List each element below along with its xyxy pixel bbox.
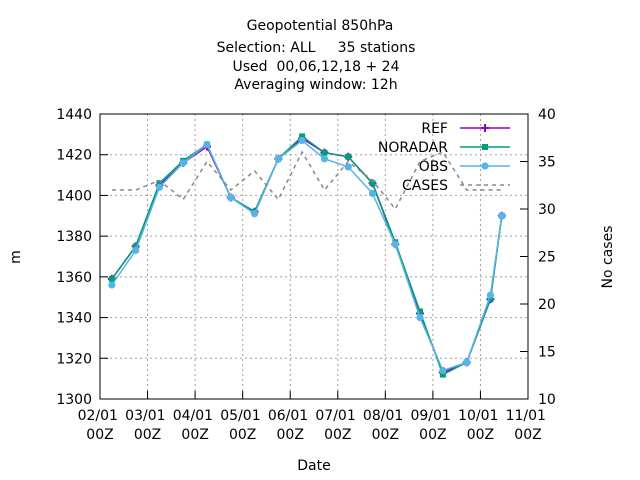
marker bbox=[486, 291, 495, 299]
y2-tick-label: 15 bbox=[538, 345, 556, 361]
marker bbox=[179, 159, 187, 167]
marker bbox=[321, 149, 328, 156]
x-tick-label: 08/01 00Z bbox=[363, 408, 408, 443]
y2-tick-label: 35 bbox=[538, 155, 556, 171]
marker bbox=[498, 212, 506, 220]
x-tick-label: 04/01 00Z bbox=[173, 408, 218, 443]
y-tick-label: 1440 bbox=[56, 107, 92, 123]
y-tick-label: 1420 bbox=[56, 148, 92, 164]
legend-label: NORADAR bbox=[378, 140, 448, 156]
marker bbox=[368, 189, 377, 197]
marker bbox=[132, 246, 140, 254]
legend-label: CASES bbox=[402, 178, 448, 194]
x-tick-label: 03/01 00Z bbox=[125, 408, 170, 443]
y-tick-label: 1340 bbox=[56, 311, 92, 327]
marker bbox=[439, 366, 447, 375]
legend-label: OBS bbox=[419, 159, 448, 175]
y-tick-label: 1300 bbox=[56, 392, 92, 408]
marker bbox=[417, 308, 424, 315]
marker bbox=[345, 153, 352, 160]
x-tick-label: 06/01 00Z bbox=[268, 408, 313, 443]
marker bbox=[299, 133, 306, 140]
y-axis-label: m bbox=[8, 250, 24, 264]
marker bbox=[391, 240, 399, 248]
chart-subtitle: Averaging window: 12h bbox=[234, 77, 397, 93]
marker bbox=[344, 163, 352, 171]
x-tick-label: 11/01 00Z bbox=[506, 408, 551, 443]
chart-subtitle: Selection: ALL 35 stations bbox=[217, 40, 416, 56]
marker bbox=[227, 193, 235, 202]
x-axis-label: Date bbox=[297, 458, 330, 474]
marker bbox=[416, 313, 424, 322]
y-tick-label: 1400 bbox=[56, 188, 92, 204]
marker bbox=[439, 371, 446, 378]
chart-subtitle: Used 00,06,12,18 + 24 bbox=[233, 59, 400, 75]
x-tick-label: 05/01 00Z bbox=[220, 408, 265, 443]
y-tick-label: 1380 bbox=[56, 229, 92, 245]
legend-label: REF bbox=[421, 121, 448, 137]
y2-tick-label: 20 bbox=[538, 297, 556, 313]
marker bbox=[320, 155, 329, 163]
marker bbox=[274, 155, 282, 163]
marker bbox=[132, 243, 139, 250]
series-line bbox=[111, 135, 503, 376]
marker bbox=[369, 180, 376, 187]
y2-tick-label: 30 bbox=[538, 202, 556, 218]
marker bbox=[156, 180, 163, 187]
marker bbox=[463, 358, 471, 366]
marker bbox=[108, 281, 116, 289]
x-tick-label: 09/01 00Z bbox=[410, 408, 455, 443]
marker bbox=[203, 140, 211, 149]
marker bbox=[481, 162, 489, 170]
series-line bbox=[111, 139, 503, 372]
marker bbox=[298, 136, 306, 145]
y-tick-label: 1360 bbox=[56, 270, 92, 286]
y2-axis-label: No cases bbox=[600, 226, 616, 289]
y2-tick-label: 25 bbox=[538, 250, 556, 266]
y2-tick-label: 10 bbox=[538, 392, 556, 408]
x-tick-label: 10/01 00Z bbox=[458, 408, 503, 443]
marker bbox=[487, 296, 494, 303]
chart-title: Geopotential 850hPa bbox=[247, 18, 394, 34]
x-tick-label: 02/01 00Z bbox=[78, 408, 123, 443]
marker bbox=[108, 275, 115, 282]
series-line bbox=[111, 150, 502, 211]
marker bbox=[481, 124, 489, 132]
marker bbox=[250, 210, 259, 218]
x-tick-label: 07/01 00Z bbox=[315, 408, 360, 443]
marker bbox=[482, 144, 488, 150]
marker bbox=[155, 183, 164, 191]
plot-frame bbox=[99, 113, 529, 400]
y-tick-label: 1320 bbox=[56, 351, 92, 367]
y2-tick-label: 40 bbox=[538, 107, 556, 123]
